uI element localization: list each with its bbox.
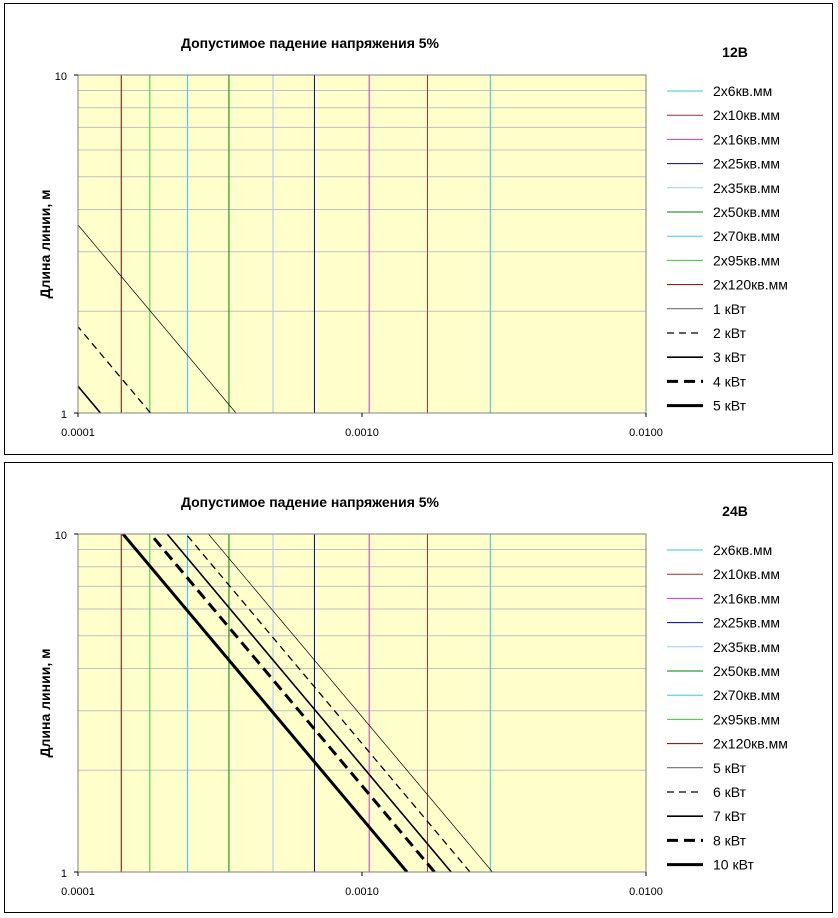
legend-label: 2x95кв.мм [713, 252, 780, 268]
chart-panel-24v: Допустимое падение напряжения 5% 24В Длина… [4, 462, 833, 913]
legend-label: 2x10кв.мм [713, 107, 780, 123]
x-tick-label: 0.0001 [61, 427, 95, 439]
legend-label: 2x70кв.мм [713, 228, 780, 244]
chart-title: Допустимое падение напряжения 5% [181, 494, 440, 510]
legend-label: 2x16кв.мм [713, 131, 780, 147]
y-axis-label: Длина линии, м [37, 649, 53, 758]
chart-svg: Допустимое падение напряжения 5% 12В Длина… [5, 35, 788, 439]
legend-label: 2x6кв.мм [713, 83, 772, 99]
legend-label: 2x50кв.мм [713, 204, 780, 220]
legend-label: 2x35кв.мм [713, 639, 780, 655]
y-tick-label: 1 [61, 868, 67, 880]
plot-area [78, 75, 646, 413]
legend-label: 4 кВт [713, 373, 747, 389]
plot-area [78, 534, 646, 872]
x-tick-label: 0.0010 [345, 427, 379, 439]
legend-label: 2x25кв.мм [713, 615, 780, 631]
power-line-0 [78, 224, 237, 413]
legend-label: 2x70кв.мм [713, 687, 780, 703]
power-line-1 [185, 534, 471, 872]
y-tick-label: 1 [61, 409, 67, 421]
power-line-2 [166, 534, 452, 872]
legend-label: 5 кВт [713, 760, 747, 776]
legend-label: 8 кВт [713, 832, 747, 848]
legend-label: 7 кВт [713, 808, 747, 824]
chart-title: Допустимое падение напряжения 5% [181, 35, 440, 51]
chart-svg: Допустимое падение напряжения 5% 24В Длина… [37, 494, 788, 898]
x-tick-label: 0.0100 [629, 427, 663, 439]
power-line-3 [149, 534, 436, 872]
legend-label: 2x50кв.мм [713, 663, 780, 679]
y-axis-label: Длина линии, м [37, 190, 53, 299]
series-group [5, 75, 491, 413]
power-line-4 [5, 75, 37, 413]
voltage-label: 12В [722, 44, 748, 60]
legend-label: 2x35кв.мм [713, 180, 780, 196]
legend-label: 2x95кв.мм [713, 711, 780, 727]
x-tick-label: 0.0010 [345, 886, 379, 898]
chart-panel-12v: Допустимое падение напряжения 5% 12В Длина… [4, 3, 833, 455]
series-group [120, 534, 493, 872]
voltage-label: 24В [722, 503, 748, 519]
legend-label: 2x120кв.мм [713, 736, 788, 752]
legend-label: 2x120кв.мм [713, 277, 788, 293]
legend-label: 3 кВт [713, 349, 747, 365]
legend-label: 2 кВт [713, 325, 747, 341]
y-tick-label: 10 [55, 71, 67, 83]
y-tick-label: 10 [55, 530, 67, 542]
legend-label: 10 кВт [713, 857, 754, 873]
x-tick-label: 0.0100 [629, 886, 663, 898]
power-line-4 [121, 534, 409, 872]
legend-label: 1 кВт [713, 301, 747, 317]
legend-label: 5 кВт [713, 398, 747, 414]
power-line-0 [208, 534, 493, 872]
power-line-1 [78, 325, 151, 413]
legend-label: 2x10кв.мм [713, 566, 780, 582]
legend-label: 2x6кв.мм [713, 542, 772, 558]
legend-label: 2x25кв.мм [713, 156, 780, 172]
x-tick-label: 0.0001 [61, 886, 95, 898]
power-line-3 [5, 75, 65, 413]
legend-label: 2x16кв.мм [713, 590, 780, 606]
legend-label: 6 кВт [713, 784, 747, 800]
